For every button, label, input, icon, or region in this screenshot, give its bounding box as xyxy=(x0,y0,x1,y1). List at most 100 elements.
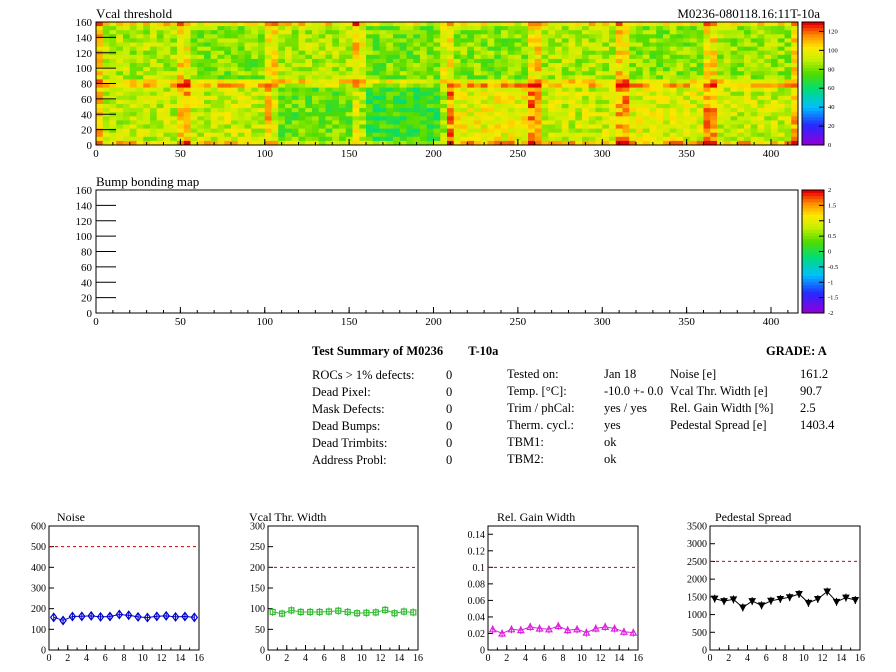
x-tick-label: 0 xyxy=(708,653,713,664)
heatmap-cell xyxy=(116,79,124,84)
heatmap-cell xyxy=(312,71,320,76)
heatmap-cell xyxy=(541,30,549,35)
heatmap-cell xyxy=(278,104,286,109)
heatmap-cell xyxy=(757,46,765,52)
heatmap-cell xyxy=(440,132,448,138)
heatmap-cell xyxy=(170,63,178,68)
heatmap-cell xyxy=(771,136,779,142)
heatmap-cell xyxy=(379,38,387,43)
heatmap-cell xyxy=(285,140,293,146)
y-tick-label: 300 xyxy=(250,522,265,533)
heatmap-cell xyxy=(622,95,630,101)
heatmap-cell xyxy=(622,63,630,68)
heatmap-cell xyxy=(298,26,306,31)
heatmap-cell xyxy=(588,67,596,72)
heatmap-cell xyxy=(595,50,603,56)
heatmap-cell xyxy=(507,128,515,134)
heatmap-cell xyxy=(501,42,509,47)
heatmap-cell xyxy=(771,26,779,31)
heatmap-cell xyxy=(474,30,482,35)
color-scale-step xyxy=(802,89,824,94)
heatmap-cell xyxy=(588,63,596,68)
heatmap-cell xyxy=(170,30,178,35)
heatmap-cell xyxy=(676,58,684,64)
heatmap-cell xyxy=(501,112,509,117)
heatmap-cell xyxy=(690,22,698,27)
heatmap-cell xyxy=(474,124,482,129)
heatmap-cell xyxy=(494,120,502,125)
color-scale-step xyxy=(802,83,824,88)
data-point xyxy=(813,595,822,604)
heatmap-cell xyxy=(345,50,353,56)
heatmap-cell xyxy=(514,116,522,121)
heatmap-cell xyxy=(568,83,576,88)
heatmap-cell xyxy=(696,63,704,68)
heatmap-cell xyxy=(177,95,185,101)
heatmap-cell xyxy=(548,108,556,113)
condition-value: yes xyxy=(604,418,621,432)
heatmap-cell xyxy=(413,54,421,60)
heatmap-cell xyxy=(379,91,387,97)
heatmap-cell xyxy=(757,22,765,27)
heatmap-cell xyxy=(494,58,502,64)
heatmap-cell xyxy=(460,58,468,64)
heatmap-cell xyxy=(123,108,131,113)
heatmap-cell xyxy=(305,128,313,134)
heatmap-cell xyxy=(609,108,617,113)
heatmap-cell xyxy=(683,128,691,134)
heatmap-cell xyxy=(136,46,144,52)
heatmap-cell xyxy=(480,63,488,68)
heatmap-cell xyxy=(190,67,198,72)
data-point xyxy=(554,621,563,630)
heatmap-cell xyxy=(136,67,144,72)
heatmap-cell xyxy=(393,58,401,64)
color-scale-step xyxy=(802,55,824,60)
heatmap-cell xyxy=(426,116,434,121)
heatmap-cell xyxy=(177,132,185,138)
heatmap-cell xyxy=(629,116,637,121)
heatmap-cell xyxy=(460,120,468,125)
heatmap-cell xyxy=(210,87,218,93)
heatmap-cell xyxy=(318,71,326,76)
heatmap-cell xyxy=(143,26,151,31)
heatmap-cell xyxy=(102,104,110,109)
heatmap-cell xyxy=(406,38,414,43)
heatmap-cell xyxy=(750,87,758,93)
heatmap-cell xyxy=(541,42,549,47)
heatmap-cell xyxy=(379,79,387,84)
heatmap-cell xyxy=(170,75,178,80)
color-scale-step xyxy=(802,236,824,240)
heatmap-cell xyxy=(359,136,367,142)
heatmap-cell xyxy=(312,22,320,27)
heatmap-cell xyxy=(629,136,637,142)
color-scale-step xyxy=(802,80,824,84)
heatmap-cell xyxy=(190,140,198,146)
heatmap-cell xyxy=(777,140,785,146)
heatmap-cell xyxy=(433,46,441,52)
y-tick-label: 80 xyxy=(81,247,93,259)
heatmap-cell xyxy=(237,42,245,47)
heatmap-cell xyxy=(379,54,387,60)
heatmap-cell xyxy=(183,75,191,80)
heatmap-cell xyxy=(588,120,596,125)
heatmap-cell xyxy=(528,46,536,52)
heatmap-cell xyxy=(156,30,164,35)
heatmap-cell xyxy=(197,104,205,109)
heatmap-cell xyxy=(150,128,158,134)
heatmap-cell xyxy=(764,87,772,93)
plot-frame xyxy=(267,525,419,651)
heatmap-cell xyxy=(440,54,448,60)
module-tag: M0236-080118.16:11T-10a xyxy=(677,6,820,21)
color-scale-step xyxy=(802,95,824,100)
heatmap-cell xyxy=(771,116,779,121)
heatmap-cell xyxy=(231,46,239,52)
heatmap-cell xyxy=(366,58,374,64)
heatmap-cell xyxy=(345,54,353,60)
heatmap-cell xyxy=(251,54,259,60)
heatmap-cell xyxy=(129,128,137,134)
heatmap-cell xyxy=(291,104,299,109)
heatmap-cell xyxy=(143,124,151,129)
heatmap-cell xyxy=(305,79,313,84)
heatmap-cell xyxy=(366,26,374,31)
heatmap-cell xyxy=(359,54,367,60)
